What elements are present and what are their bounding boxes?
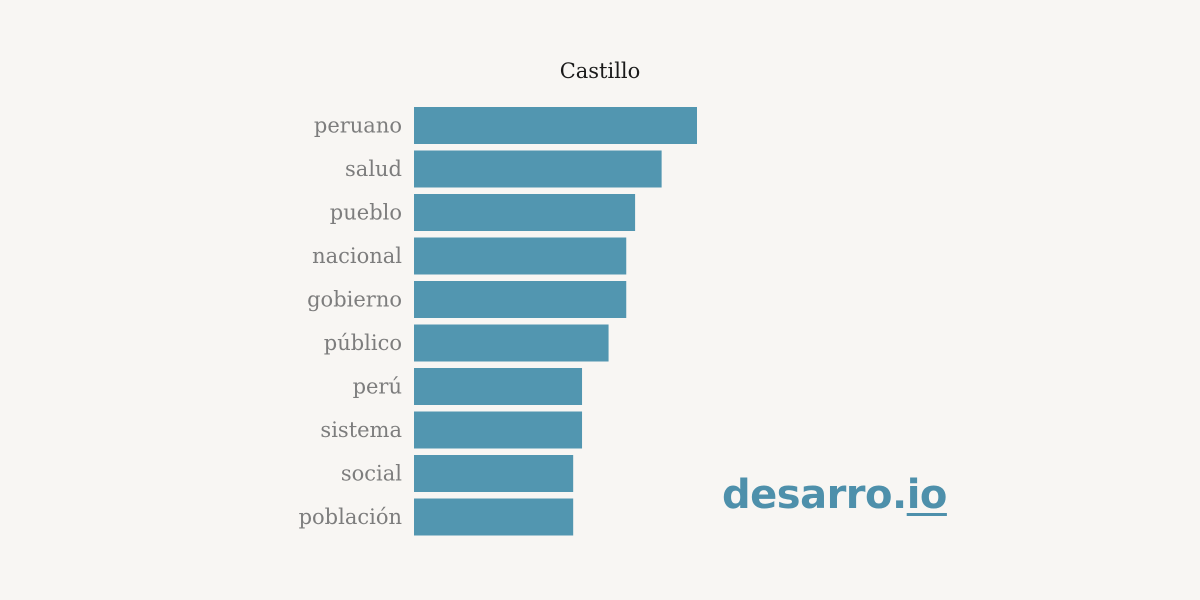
category-label-8: social [341,462,402,486]
category-label-5: público [324,331,402,355]
bar-4 [414,281,627,318]
bar-2 [414,194,636,231]
brand-suffix: io [906,472,948,518]
category-label-4: gobierno [307,288,402,312]
brand-dot: . [892,472,907,518]
category-label-7: sistema [320,418,402,442]
brand-name: desarro [722,472,893,518]
chart-title: Castillo [560,59,641,83]
bar-7 [414,411,583,449]
category-label-1: salud [345,157,402,181]
bar-6 [414,368,583,405]
category-label-0: peruano [314,114,402,138]
bar-0 [414,107,697,144]
category-label-9: población [299,505,402,529]
brand-logo: desarro.io [722,475,947,515]
category-label-2: pueblo [330,201,402,225]
category-label-3: nacional [312,244,402,268]
bar-5 [414,324,609,362]
bar-9 [414,498,574,536]
bar-1 [414,150,662,188]
category-label-6: perú [353,375,402,399]
bar-8 [414,455,574,492]
bar-3 [414,237,627,275]
